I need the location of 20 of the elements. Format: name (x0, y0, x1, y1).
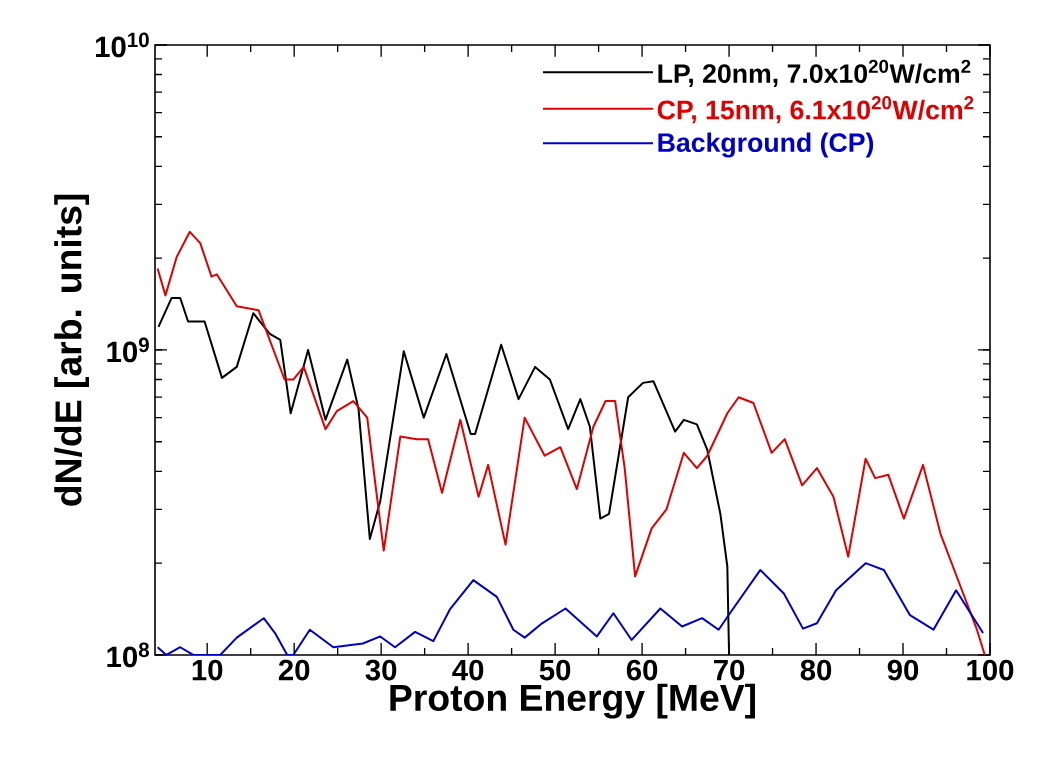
legend-label: LP, 20nm, 7.0x10$^{20}$W/cm$^{2}$ (658, 59, 971, 87)
x-tick-label: 70 (714, 659, 745, 681)
x-tick-label: 30 (365, 659, 397, 681)
legend-label: CP, 15nm, 6.1x10$^{20}$W/cm$^{2}$ (657, 96, 974, 124)
x-tick-label: 20 (278, 659, 310, 681)
y-tick-label: 10$^{9}$ (107, 337, 149, 363)
x-tick-label: 40 (452, 659, 484, 681)
x-tick-label: 90 (887, 659, 919, 681)
y-axis-title: dN/dE [arb. units] (54, 194, 89, 506)
y-tick-label: 10$^{8}$ (107, 642, 149, 668)
y-tick-label: 10$^{10}$ (96, 32, 149, 58)
x-tick-label: 80 (800, 659, 832, 681)
x-tick-label: 10 (192, 659, 223, 681)
x-axis-title: Proton Energy [MeV] (390, 683, 755, 719)
x-tick-label: 60 (626, 659, 658, 681)
line-series (156, 562, 985, 655)
legend-label: Background (CP) (658, 132, 874, 158)
x-tick-label: 50 (539, 659, 571, 681)
x-tick-label: 100 (967, 659, 1014, 681)
line-series (156, 230, 986, 655)
